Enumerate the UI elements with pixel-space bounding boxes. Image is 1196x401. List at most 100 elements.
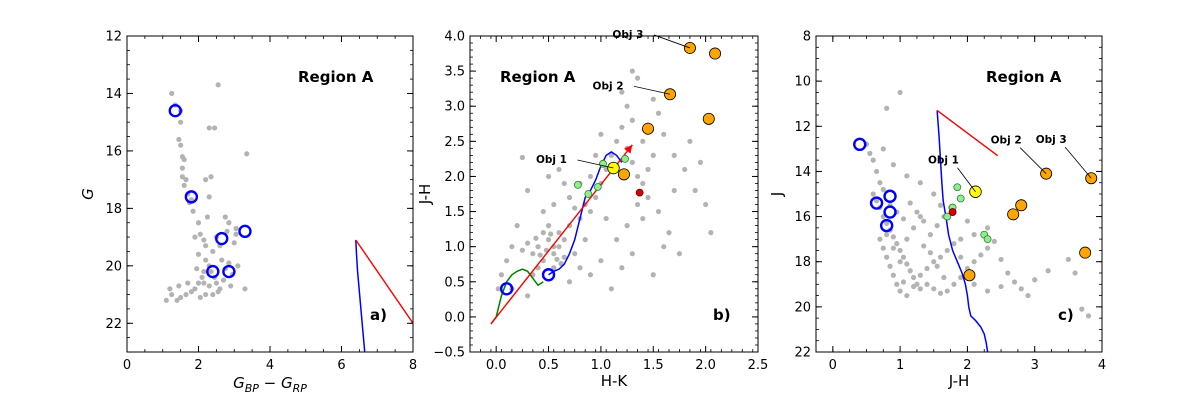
- x-tick-label: 0: [829, 358, 837, 373]
- orange-star: [642, 122, 655, 135]
- green-star: [584, 190, 593, 198]
- field-star: [587, 208, 594, 215]
- field-star: [210, 248, 216, 255]
- field-star: [931, 259, 937, 265]
- field-star: [904, 236, 910, 242]
- reddening-vector: [936, 109, 999, 157]
- object-pointer-line: [653, 34, 691, 49]
- field-star: [894, 241, 900, 247]
- field-star: [873, 198, 880, 204]
- field-star: [937, 290, 944, 296]
- highlighted-star: [853, 137, 867, 152]
- field-star: [890, 245, 896, 251]
- field-star: [880, 245, 886, 251]
- field-star: [897, 89, 903, 96]
- red-star: [635, 188, 644, 197]
- y-tick-label: 20: [105, 259, 122, 274]
- x-tick-label: 3: [1031, 358, 1039, 373]
- field-star: [593, 194, 599, 201]
- field-star: [201, 268, 207, 275]
- field-star: [598, 131, 604, 137]
- field-star: [206, 125, 212, 131]
- highlighted-star: [883, 189, 897, 203]
- y-tick-label: 1.5: [444, 205, 465, 220]
- field-star: [985, 245, 991, 251]
- field-star: [951, 241, 957, 247]
- x-tick-label: 4: [266, 358, 274, 373]
- green-star: [956, 194, 965, 203]
- field-star: [195, 280, 202, 286]
- x-axis-label: GBP − GRP: [233, 374, 307, 395]
- field-star: [530, 251, 536, 257]
- y-tick-label: 3.5: [444, 65, 465, 80]
- field-star: [208, 174, 214, 180]
- orange-star: [702, 112, 715, 125]
- field-star: [535, 244, 541, 250]
- field-star: [985, 225, 991, 231]
- plot-data: [163, 82, 413, 352]
- field-star: [890, 162, 896, 168]
- field-star: [870, 191, 876, 197]
- field-star: [964, 218, 971, 224]
- field-star: [183, 291, 189, 298]
- x-axis-label: H-K: [601, 372, 629, 390]
- field-star: [179, 165, 186, 171]
- field-star: [661, 131, 667, 137]
- region-label: Region A: [986, 68, 1062, 86]
- green-star: [573, 180, 582, 189]
- y-tick-label: 1.0: [444, 240, 465, 255]
- plot-frame: [815, 35, 1103, 353]
- field-star: [650, 152, 656, 158]
- field-star: [556, 244, 562, 250]
- highlighted-star: [184, 190, 199, 204]
- y-tick-label: 22: [794, 346, 811, 361]
- x-axis-label: J-H: [948, 372, 970, 390]
- field-star: [566, 279, 573, 285]
- field-star: [884, 232, 890, 238]
- field-star: [884, 254, 890, 260]
- panel-2: 0.0 0.5 1.0 1.5 2.0 2.5 −0.5 0.0 0.5 1.0 1.5 2.0 2.5…: [416, 29, 768, 390]
- field-star: [917, 286, 923, 292]
- field-star: [629, 251, 635, 257]
- field-star: [958, 254, 964, 260]
- y-tick-label: 20: [794, 300, 811, 315]
- field-star: [169, 90, 175, 97]
- x-tick-label: 0: [123, 358, 131, 373]
- red-star: [948, 208, 957, 216]
- field-star: [540, 208, 546, 215]
- field-star: [608, 286, 614, 292]
- field-star: [1065, 256, 1071, 263]
- x-tick-label: 2: [194, 358, 202, 373]
- field-star: [634, 201, 641, 208]
- x-tick-label: 2.0: [695, 358, 716, 373]
- y-tick-label: 16: [105, 144, 122, 159]
- field-star: [551, 201, 557, 208]
- object-label: Obj 1: [536, 154, 567, 166]
- x-tick-label: 6: [337, 358, 345, 373]
- field-star: [178, 142, 184, 148]
- field-star: [927, 232, 934, 238]
- highlighted-star: [883, 205, 897, 219]
- field-star: [917, 272, 923, 278]
- field-star: [661, 244, 667, 250]
- field-star: [931, 191, 937, 197]
- x-tick-label: 0.5: [538, 358, 559, 373]
- highlighted-star: [222, 264, 236, 279]
- field-star: [634, 173, 641, 180]
- field-star: [937, 202, 944, 208]
- dwarf-locus-line: [490, 268, 544, 325]
- plot-frame: [126, 35, 414, 353]
- y-tick-label: 14: [105, 87, 122, 102]
- field-star: [197, 231, 203, 237]
- object-label: Obj 3: [1036, 134, 1067, 146]
- highlighted-star: [879, 218, 894, 233]
- field-star: [655, 110, 662, 116]
- field-star: [220, 277, 227, 283]
- x-tick-label: 1.5: [643, 358, 664, 373]
- panel-label: a): [370, 306, 387, 324]
- field-star: [971, 232, 977, 238]
- field-star: [624, 223, 630, 229]
- field-star: [593, 152, 599, 158]
- field-star: [233, 231, 239, 237]
